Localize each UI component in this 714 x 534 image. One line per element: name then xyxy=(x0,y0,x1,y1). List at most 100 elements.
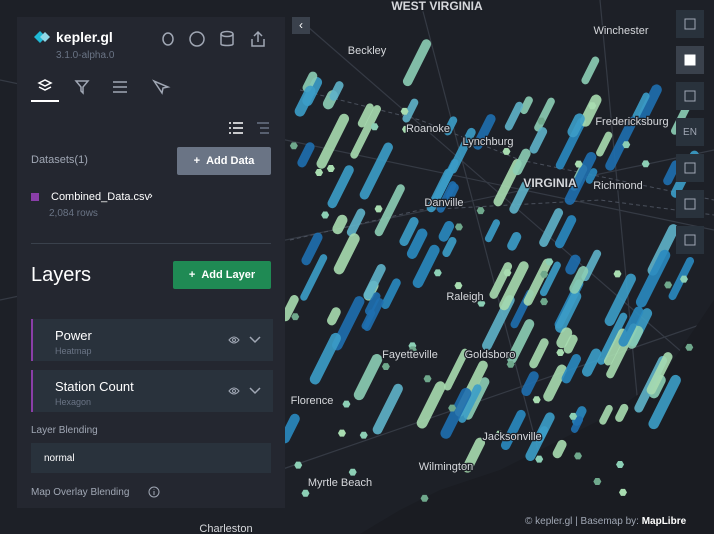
control-icon xyxy=(684,54,696,66)
map-label: Winchester xyxy=(593,25,648,37)
map-label: Myrtle Beach xyxy=(308,477,372,489)
map-label: Charleston xyxy=(199,523,252,534)
data-column xyxy=(359,142,393,200)
logo-icon xyxy=(34,31,50,43)
hexagon xyxy=(348,468,357,476)
data-column xyxy=(635,249,671,308)
panel-tabs[interactable] xyxy=(31,77,191,103)
icon-shape xyxy=(684,18,696,30)
add-layer-text: Add Layer xyxy=(201,269,256,281)
data-column xyxy=(365,292,381,316)
layer-icons[interactable] xyxy=(228,384,264,398)
icon-shape xyxy=(684,162,696,174)
data-column xyxy=(632,92,650,120)
data-column xyxy=(582,348,602,377)
data-column xyxy=(529,127,548,154)
data-column xyxy=(448,127,476,174)
layer-name: Power xyxy=(55,328,92,343)
dataset-rows: 2,084 rows xyxy=(49,208,98,219)
map-label: Fredericksburg xyxy=(595,116,668,128)
hexagon xyxy=(315,169,324,176)
hexagon xyxy=(374,205,383,213)
hexagon xyxy=(401,125,410,133)
data-column xyxy=(615,403,629,422)
data-column xyxy=(564,151,597,205)
hexagon xyxy=(321,211,330,219)
data-column xyxy=(327,307,341,326)
hexagon xyxy=(291,313,300,321)
layer-item[interactable]: Power Heatmap xyxy=(31,319,273,361)
hexagon xyxy=(454,282,463,290)
data-column xyxy=(280,413,300,444)
data-column xyxy=(552,439,567,459)
add-data-text: Add Data xyxy=(206,155,255,167)
hexagon xyxy=(540,298,549,306)
attribution: © kepler.gl | Basemap by: MapLibre xyxy=(525,516,686,527)
data-column xyxy=(484,219,500,243)
data-column xyxy=(605,116,638,171)
data-column xyxy=(381,278,401,310)
collapse-button[interactable]: ‹ xyxy=(292,17,310,34)
icon-shape xyxy=(684,90,696,102)
map-control-button[interactable] xyxy=(676,154,704,182)
map-control-button[interactable] xyxy=(676,190,704,218)
info-icon[interactable] xyxy=(148,486,160,498)
icon-shape xyxy=(684,54,696,66)
data-column xyxy=(507,232,522,251)
map-label: Danville xyxy=(424,197,463,209)
data-column xyxy=(329,81,344,101)
control-icon xyxy=(684,90,696,102)
map-control-button[interactable] xyxy=(676,82,704,110)
add-data-button[interactable]: + Add Data xyxy=(177,147,271,175)
locale-label: EN xyxy=(683,126,697,138)
layer-type: Hexagon xyxy=(55,397,92,407)
hexagon xyxy=(454,223,463,231)
data-column xyxy=(302,71,318,93)
hexagon xyxy=(556,349,565,357)
map-label: Richmond xyxy=(593,180,643,192)
eye-icon xyxy=(228,336,240,344)
datasets-label: Datasets(1) xyxy=(31,154,88,166)
layer-name: Station Count xyxy=(55,379,134,394)
data-column xyxy=(604,273,636,326)
dataset-name[interactable]: Combined_Data.csv xyxy=(51,191,151,203)
layer-blending-label: Layer Blending xyxy=(31,425,98,436)
road xyxy=(279,319,714,471)
map-control-button[interactable] xyxy=(676,46,704,74)
data-column xyxy=(596,131,613,157)
data-column xyxy=(297,142,315,168)
control-icon xyxy=(684,162,696,174)
hexagon xyxy=(408,346,417,354)
map-control-button[interactable] xyxy=(676,226,704,254)
map-label: Beckley xyxy=(348,45,387,57)
control-icon xyxy=(684,18,696,30)
map-control-button[interactable]: EN xyxy=(676,118,704,146)
data-column xyxy=(357,103,374,128)
header-icons[interactable] xyxy=(157,30,277,48)
data-column xyxy=(504,101,524,131)
hexagon xyxy=(294,461,303,469)
layer-item[interactable]: Station Count Hexagon xyxy=(31,370,273,412)
hexagon xyxy=(506,360,515,368)
map-label: Fayetteville xyxy=(382,349,438,361)
data-column xyxy=(462,437,486,473)
attribution-text: © kepler.gl | Basemap by: xyxy=(525,516,639,527)
map-label: VIRGINIA xyxy=(523,176,577,190)
data-column xyxy=(512,148,531,176)
hexagon xyxy=(613,270,622,278)
hexagon xyxy=(495,430,504,438)
data-column xyxy=(374,184,405,237)
coastline xyxy=(360,300,714,534)
view-toggle[interactable] xyxy=(229,121,275,135)
hexagon xyxy=(448,404,457,412)
layer-icons[interactable] xyxy=(228,333,264,347)
hexagon xyxy=(641,160,650,168)
app-name: kepler.gl xyxy=(56,29,113,45)
data-column xyxy=(332,214,348,235)
hexagon xyxy=(618,488,627,496)
layer-blending-select[interactable]: normal xyxy=(31,443,271,473)
map-control-button[interactable] xyxy=(676,10,704,38)
data-column xyxy=(294,85,316,117)
add-layer-button[interactable]: + Add Layer xyxy=(173,261,271,289)
